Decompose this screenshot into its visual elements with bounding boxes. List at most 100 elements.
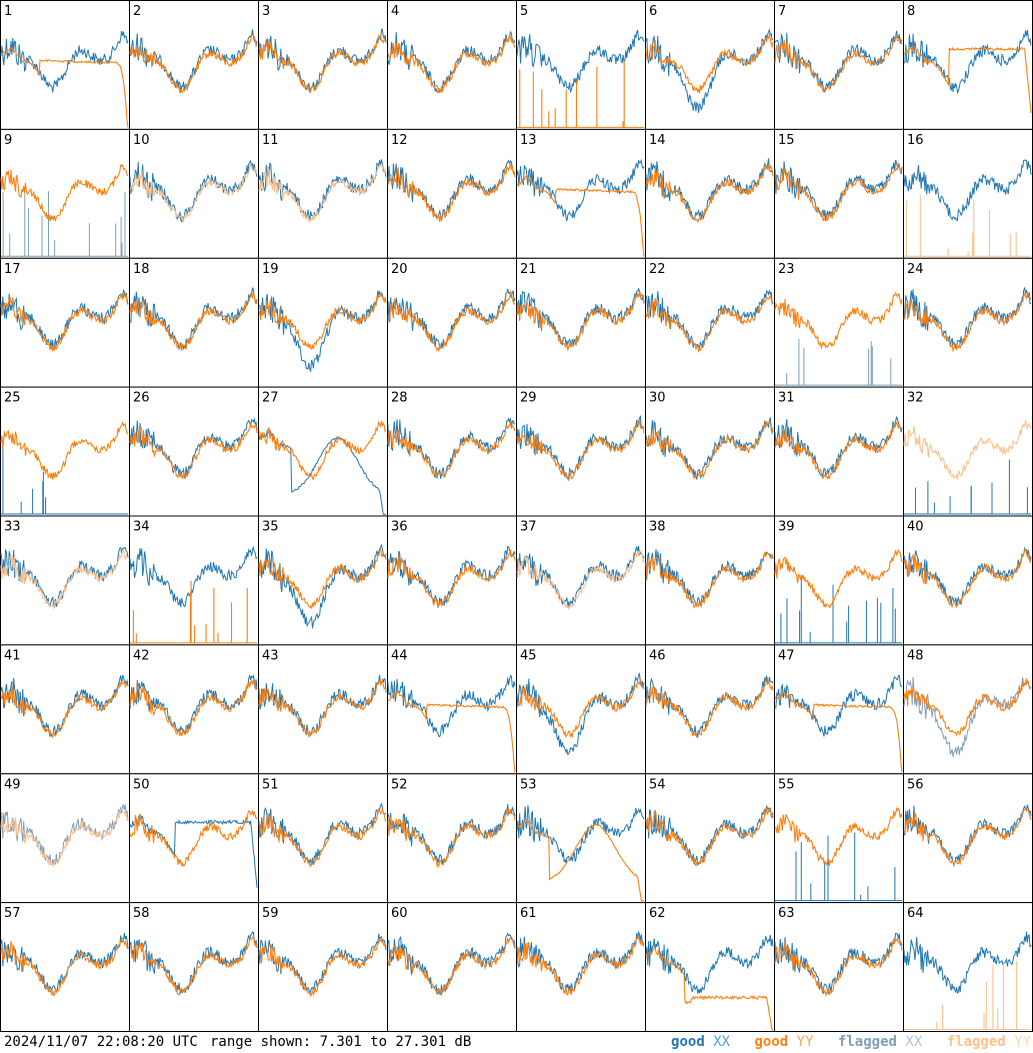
footer: 2024/11/07 22:08:20 UTC range shown: 7.3… — [0, 1032, 1033, 1053]
series-xx-line — [1, 445, 128, 515]
panel-frame — [774, 515, 904, 646]
panel-31: 31 — [774, 386, 904, 517]
panel-4: 4 — [387, 0, 517, 130]
series-xx-line — [258, 543, 387, 629]
panel-13: 13 — [516, 128, 646, 259]
series-yy-line — [0, 46, 129, 128]
panel-frame — [387, 0, 517, 130]
panel-frame — [387, 257, 517, 388]
series-xx-line — [516, 672, 645, 756]
series-yy-line — [387, 163, 516, 222]
panel-number-label: 38 — [649, 520, 666, 535]
panel-frame — [129, 773, 259, 904]
panel-21: 21 — [516, 257, 646, 388]
panel-50: 50 — [129, 773, 259, 904]
series-yy-line — [258, 807, 387, 868]
series-yy-line — [774, 936, 903, 998]
panel-number-label: 32 — [907, 391, 924, 406]
panel-33: 33 — [0, 515, 130, 646]
panel-34: 34 — [129, 515, 259, 646]
panel-frame — [903, 515, 1033, 646]
series-xx-line — [516, 29, 645, 94]
panel-number-label: 2 — [133, 4, 141, 19]
panel-number-label: 41 — [4, 648, 21, 663]
panel-number-label: 57 — [4, 906, 21, 921]
panel-20: 20 — [387, 257, 517, 388]
legend-flagged-xx: flagged XX — [838, 1034, 922, 1050]
panel-number-label: 61 — [520, 906, 537, 921]
panel-22: 22 — [645, 257, 775, 388]
panel-number-label: 35 — [262, 520, 279, 535]
series-yy-line — [387, 34, 516, 93]
legend-good-xx-name: good — [671, 1034, 705, 1050]
panel-25: 25 — [0, 386, 130, 517]
series-yy-line — [903, 292, 1032, 353]
panel-3: 3 — [258, 0, 388, 130]
series-yy-line — [516, 550, 645, 610]
series-yy-line — [645, 164, 774, 224]
panel-number-label: 22 — [649, 262, 666, 277]
panel-17: 17 — [0, 257, 130, 388]
panel-26: 26 — [129, 386, 259, 517]
panel-frame — [129, 515, 259, 646]
panel-frame — [0, 128, 130, 259]
panel-42: 42 — [129, 644, 259, 775]
series-xx-line — [904, 459, 1031, 515]
panel-5: 5 — [516, 0, 646, 130]
panel-9: 9 — [0, 128, 130, 259]
panel-27: 27 — [258, 386, 388, 517]
panel-15: 15 — [774, 128, 904, 259]
panel-frame — [903, 128, 1033, 259]
panel-number-label: 43 — [262, 648, 279, 663]
panel-number-label: 47 — [778, 648, 795, 663]
panel-39: 39 — [774, 515, 904, 646]
series-yy-line — [774, 34, 903, 93]
panel-frame — [387, 773, 517, 904]
timestamp: 2024/11/07 22:08:20 UTC — [4, 1034, 198, 1050]
panel-54: 54 — [645, 773, 775, 904]
panel-number-label: 50 — [133, 777, 150, 792]
panel-frame — [774, 644, 904, 775]
series-xx-line — [0, 803, 129, 865]
range-label: range shown: 7.301 to 27.301 dB — [210, 1034, 472, 1050]
panel-number-label: 21 — [520, 262, 537, 277]
series-yy-line — [903, 806, 1032, 867]
panel-frame — [387, 644, 517, 775]
panel-64: 64 — [903, 902, 1033, 1032]
legend-good-xx-pol: XX — [713, 1034, 731, 1050]
series-yy-line — [517, 61, 644, 128]
series-yy-line — [904, 194, 1031, 257]
series-yy-line — [775, 162, 903, 222]
panel-number-label: 29 — [520, 391, 537, 406]
panel-number-label: 25 — [4, 391, 21, 406]
series-xx-line — [775, 339, 902, 386]
panel-frame — [645, 0, 775, 130]
series-yy-line — [516, 173, 645, 257]
legend-flagged-yy-name: flagged — [946, 1034, 1006, 1050]
panel-frame — [645, 644, 775, 775]
panel-number-label: 8 — [907, 4, 915, 19]
panel-7: 7 — [774, 0, 904, 130]
series-yy-line — [0, 937, 129, 997]
panel-frame — [0, 0, 130, 130]
panel-number-label: 60 — [391, 906, 408, 921]
series-yy-line — [516, 292, 645, 351]
panel-number-label: 33 — [4, 520, 21, 535]
series-xx-line — [903, 29, 1032, 95]
series-xx-line — [774, 30, 903, 93]
panel-number-label: 23 — [778, 262, 795, 277]
panel-frame — [903, 902, 1033, 1032]
series-yy-line — [516, 419, 645, 482]
panel-number-label: 12 — [391, 133, 408, 148]
series-yy-line — [258, 420, 387, 481]
panel-number-label: 40 — [907, 520, 924, 535]
panel-number-label: 59 — [262, 906, 279, 921]
panel-number-label: 44 — [391, 648, 408, 663]
series-yy-line — [903, 420, 1032, 480]
panel-18: 18 — [129, 257, 259, 388]
panel-frame — [516, 257, 646, 388]
panel-number-label: 30 — [649, 391, 666, 406]
series-xx-line — [516, 931, 644, 994]
panel-38: 38 — [645, 515, 775, 646]
panel-1: 1 — [0, 0, 130, 130]
